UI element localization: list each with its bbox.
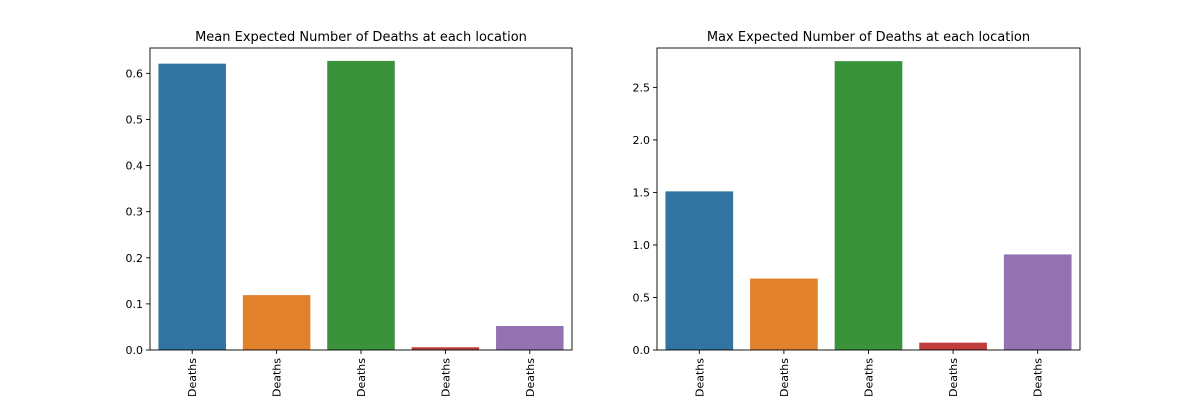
bar	[1003, 254, 1072, 350]
bar	[158, 63, 226, 351]
y-tick-label: 0.6	[126, 67, 144, 80]
y-tick-label: 0.2	[126, 252, 144, 265]
y-tick-label: 0.1	[126, 298, 144, 311]
y-tick-label: 1.5	[633, 186, 651, 199]
x-tick-label: Deaths	[355, 358, 368, 397]
chart-title: Max Expected Number of Deaths at each lo…	[707, 30, 1030, 45]
bar	[919, 342, 987, 350]
bar	[242, 295, 311, 350]
bar	[411, 347, 480, 350]
x-tick-label: Deaths	[693, 358, 706, 397]
bar	[327, 60, 395, 350]
bar	[750, 278, 818, 350]
x-tick-label: Deaths	[186, 358, 199, 397]
bar	[834, 61, 903, 350]
y-tick-label: 0.5	[126, 113, 144, 126]
chart-mean-deaths: Mean Expected Number of Deaths at each l…	[126, 30, 573, 397]
y-tick-label: 2.0	[633, 134, 651, 147]
x-tick-label: Deaths	[1032, 358, 1045, 397]
bar	[496, 326, 564, 350]
x-tick-label: Deaths	[778, 358, 791, 397]
y-tick-label: 0.4	[126, 160, 144, 173]
y-tick-label: 0.3	[126, 206, 144, 219]
chart-max-deaths: Max Expected Number of Deaths at each lo…	[633, 30, 1081, 397]
y-tick-label: 0.0	[633, 344, 651, 357]
x-tick-label: Deaths	[947, 358, 960, 397]
chart-title: Mean Expected Number of Deaths at each l…	[195, 30, 527, 45]
x-tick-label: Deaths	[439, 358, 452, 397]
x-tick-label: Deaths	[524, 358, 537, 397]
y-tick-label: 2.5	[633, 81, 651, 94]
y-tick-label: 0.5	[633, 291, 651, 304]
bar	[665, 191, 734, 350]
y-tick-label: 0.0	[126, 344, 144, 357]
x-tick-label: Deaths	[863, 358, 876, 397]
x-tick-label: Deaths	[271, 358, 284, 397]
y-tick-label: 1.0	[633, 239, 651, 252]
